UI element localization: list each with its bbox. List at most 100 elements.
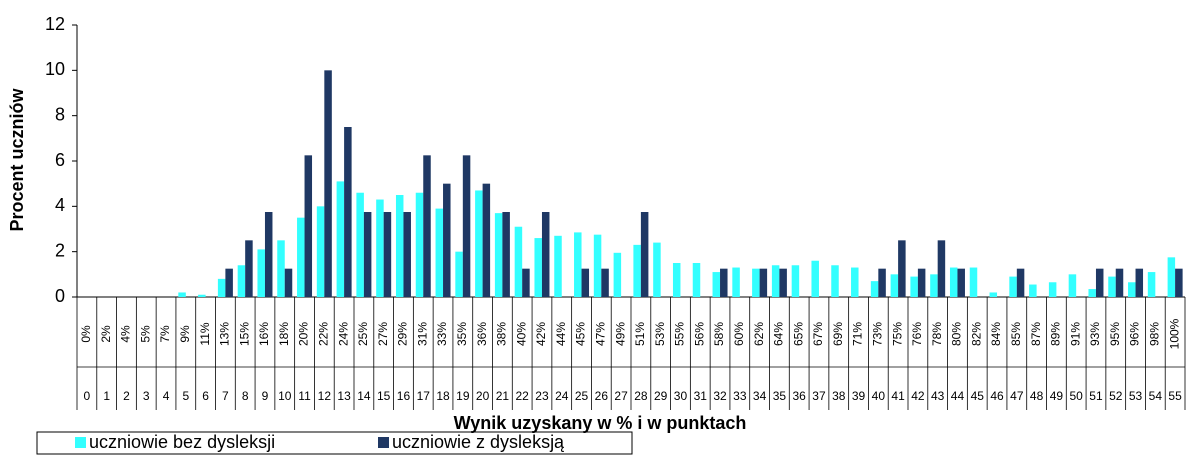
x-percent-label: 45%	[574, 322, 588, 346]
x-percent-label: 49%	[613, 322, 627, 346]
x-tick-label: 34	[753, 389, 767, 403]
y-tick-label: 0	[55, 286, 65, 306]
y-tick-label: 8	[55, 104, 65, 124]
x-percent-label: 20%	[297, 322, 311, 346]
bar	[1135, 268, 1144, 297]
x-percent-label: 64%	[772, 322, 786, 346]
bar	[297, 217, 305, 297]
bar	[514, 226, 523, 297]
x-percent-label: 91%	[1068, 322, 1082, 346]
bar	[482, 183, 491, 297]
bar	[522, 268, 530, 297]
bar	[245, 240, 253, 297]
bar	[316, 206, 325, 297]
x-tick-label: 11	[298, 389, 311, 403]
bar	[443, 183, 451, 297]
bar	[989, 292, 998, 297]
x-percent-label: 82%	[969, 322, 983, 346]
x-tick-label: 17	[417, 389, 431, 403]
x-tick-label: 24	[555, 389, 569, 403]
bar	[870, 281, 879, 297]
bar	[851, 267, 859, 297]
bar	[633, 244, 641, 297]
bar	[601, 268, 609, 297]
x-percent-label: 58%	[712, 322, 726, 346]
x-percent-label: 0%	[79, 325, 93, 343]
x-percent-label: 96%	[1128, 322, 1142, 346]
bar	[356, 192, 364, 297]
bar	[779, 268, 787, 297]
x-tick-label: 18	[436, 389, 450, 403]
legend-swatch	[378, 437, 389, 448]
x-percent-label: 22%	[316, 322, 330, 346]
x-tick-label: 23	[535, 389, 549, 403]
bar	[692, 263, 701, 297]
x-tick-label: 4	[163, 389, 170, 403]
x-percent-label: 85%	[1009, 322, 1023, 346]
bar	[475, 190, 483, 297]
x-percent-label: 11%	[198, 322, 212, 345]
x-tick-label: 44	[951, 389, 965, 403]
bar	[225, 268, 233, 297]
bar	[759, 268, 768, 297]
x-tick-label: 21	[496, 389, 510, 403]
x-tick-label: 27	[614, 389, 628, 403]
x-tick-label: 15	[377, 389, 391, 403]
y-tick-label: 6	[55, 150, 65, 170]
y-axis-title: Procent uczniów	[7, 87, 27, 231]
x-tick-label: 53	[1129, 389, 1143, 403]
bar	[581, 268, 590, 297]
x-tick-label: 13	[337, 389, 351, 403]
x-tick-label: 40	[872, 389, 886, 403]
x-tick-label: 37	[812, 389, 826, 403]
x-tick-label: 28	[634, 389, 648, 403]
x-tick-label: 38	[832, 389, 846, 403]
x-tick-label: 20	[476, 389, 490, 403]
bar	[1068, 274, 1077, 297]
bar	[395, 195, 404, 297]
x-percent-label: 84%	[989, 322, 1003, 346]
x-tick-label: 0	[84, 389, 91, 403]
x-tick-label: 42	[911, 389, 925, 403]
x-percent-label: 24%	[336, 322, 350, 346]
x-axis-title: Wynik uzyskany w % i w punktach	[454, 413, 747, 433]
bar	[910, 276, 918, 297]
bar	[672, 263, 681, 297]
bar	[898, 240, 906, 297]
bar	[534, 238, 542, 297]
x-percent-label: 78%	[930, 322, 944, 346]
bar	[752, 268, 760, 297]
legend-box	[36, 431, 633, 455]
bar	[957, 268, 965, 297]
x-percent-label: 89%	[1049, 322, 1063, 346]
bar	[435, 208, 444, 297]
bar	[917, 268, 926, 297]
x-percent-label: 80%	[950, 322, 964, 346]
bar	[593, 234, 602, 297]
x-tick-label: 29	[654, 389, 668, 403]
x-percent-label: 42%	[534, 322, 548, 346]
bar	[383, 212, 392, 297]
bar	[344, 127, 352, 297]
bar	[811, 260, 819, 297]
y-tick-label: 2	[55, 240, 65, 260]
x-percent-label: 98%	[1147, 322, 1161, 346]
bar	[237, 265, 246, 297]
bar	[541, 212, 550, 297]
bar	[771, 265, 780, 297]
bar	[554, 235, 562, 297]
x-percent-label: 33%	[435, 322, 449, 346]
bar	[1016, 268, 1025, 297]
x-tick-label: 12	[318, 389, 332, 403]
x-tick-label: 22	[515, 389, 529, 403]
bar	[178, 292, 186, 297]
x-percent-label: 55%	[673, 322, 687, 346]
bar	[1115, 268, 1124, 297]
x-percent-label: 13%	[218, 322, 232, 346]
x-percent-label: 53%	[653, 322, 667, 346]
y-tick-label: 12	[45, 14, 65, 34]
bar	[1088, 289, 1096, 297]
bar	[930, 274, 938, 297]
x-tick-label: 26	[595, 389, 609, 403]
x-tick-label: 5	[182, 389, 189, 403]
